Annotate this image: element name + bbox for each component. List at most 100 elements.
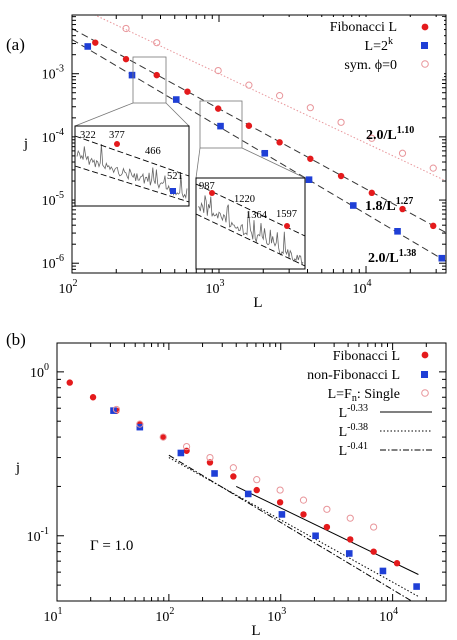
data-point — [349, 202, 357, 209]
inset-2-label-1364: 1364 — [246, 210, 268, 221]
panel-a-xlabel: L — [253, 295, 262, 311]
data-point — [430, 222, 437, 230]
data-point — [393, 560, 401, 567]
inset-2-point-1597 — [284, 223, 290, 229]
inset-2-signal — [197, 195, 304, 266]
fit-line — [168, 457, 419, 597]
data-point — [92, 39, 99, 46]
data-point — [159, 433, 167, 441]
panel-a-legend: Fibonacci L L=2k sym. ϕ=0 — [262, 17, 444, 77]
data-point — [370, 548, 377, 555]
data-point — [413, 583, 420, 590]
x-tick-label: 102 — [155, 606, 174, 625]
data-point — [245, 81, 253, 89]
panel-b-legend: Fibonacci L non-Fibonacci L L=Fn: Single… — [307, 349, 432, 459]
data-point — [122, 24, 130, 33]
y-tick-label: 10-3 — [42, 64, 64, 83]
inset-1-point-377 — [114, 141, 120, 147]
data-point — [337, 172, 345, 180]
x-tick-label: 102 — [59, 278, 78, 297]
y-tick-label: 10-5 — [42, 190, 64, 209]
inset-1: 322 377 466 521 — [74, 125, 190, 207]
panel-a-label: (a) — [6, 35, 25, 54]
data-point — [276, 92, 284, 100]
data-point — [136, 420, 144, 428]
inset-2: 987 1220 1364 1597 — [195, 177, 306, 270]
y-tick-label: 100 — [30, 362, 49, 381]
x-tick-label: 103 — [206, 278, 225, 297]
inset-2-label-987: 987 — [199, 181, 215, 192]
data-point — [261, 149, 269, 157]
data-point — [276, 139, 283, 146]
data-point — [379, 567, 387, 575]
data-point — [438, 254, 446, 262]
data-point — [276, 499, 284, 506]
legend-marker-symmetric — [421, 60, 429, 68]
fit-label-1-10: 2.0/L1.10 — [366, 125, 414, 143]
inset-1-fit-upper — [74, 135, 190, 177]
data-point — [153, 71, 160, 79]
legend-b-label-fit-033: L-0.33 — [339, 403, 368, 421]
data-point — [245, 122, 253, 129]
inset-2-point-987 — [209, 190, 215, 196]
data-point — [211, 470, 218, 477]
x-tick-label: 101 — [44, 606, 63, 625]
fit-line — [168, 454, 413, 601]
fit-label-1-38: 2.0/L1.38 — [368, 248, 416, 266]
zoom-box-2 — [199, 100, 243, 149]
data-point — [305, 176, 313, 183]
fit-label-1-27: 1.8/L1.27 — [365, 196, 413, 214]
fit-line — [72, 28, 446, 234]
data-point — [84, 43, 92, 50]
data-point — [206, 459, 214, 466]
legend-b-label-fit-038: L-0.38 — [339, 422, 368, 440]
inset-1-label-377: 377 — [109, 130, 125, 141]
inset-1-point-square — [170, 188, 176, 194]
zoom-box-1 — [132, 56, 167, 104]
data-point — [153, 39, 161, 47]
panel-a-plot-frame — [71, 14, 447, 274]
data-point — [399, 205, 406, 213]
x-tick-label: 103 — [267, 606, 286, 625]
data-point — [172, 96, 180, 103]
y-tick-label: 10-1 — [27, 526, 49, 545]
y-tick-label: 10-4 — [42, 127, 64, 146]
data-point — [347, 536, 354, 543]
panel-b-xlabel: L — [251, 623, 260, 639]
legend-b-label-fibonacci: Fibonacci L — [333, 349, 400, 364]
data-point — [229, 464, 237, 472]
legend-b-label-non-fibonacci: non-Fibonacci L — [307, 368, 400, 383]
data-point — [306, 104, 314, 112]
data-point — [323, 505, 331, 513]
data-point — [214, 67, 222, 75]
data-point — [429, 164, 437, 172]
data-point — [177, 449, 185, 457]
data-point — [370, 523, 378, 531]
panel-b-label: (b) — [6, 330, 26, 349]
data-point — [312, 532, 319, 540]
legend-label-power-of-two: L=2k — [365, 36, 393, 54]
data-point — [398, 149, 407, 157]
data-point — [217, 122, 224, 130]
zoom-indicators — [74, 56, 306, 179]
data-point — [206, 453, 214, 462]
inset-2-label-1597: 1597 — [276, 209, 297, 220]
legend-b-marker-single — [421, 389, 429, 397]
data-point — [346, 514, 354, 522]
data-point — [394, 228, 401, 235]
panel-b-plot-frame — [56, 342, 447, 602]
inset-1-label-521: 521 — [167, 171, 183, 182]
inset-1-signal — [76, 144, 188, 200]
panel-a-ylabel: j — [23, 136, 28, 152]
data-point — [278, 511, 286, 518]
data-point — [122, 55, 130, 63]
inset-1-label-322: 322 — [80, 130, 96, 141]
data-point — [253, 486, 260, 494]
legend-b-marker-non-fibonacci — [421, 371, 428, 378]
data-point — [323, 523, 331, 531]
data-point — [368, 189, 375, 197]
inset-1-label-466: 466 — [145, 146, 161, 157]
data-point — [160, 433, 167, 441]
inset-2-fit-lower — [195, 213, 306, 267]
data-point — [368, 134, 376, 142]
